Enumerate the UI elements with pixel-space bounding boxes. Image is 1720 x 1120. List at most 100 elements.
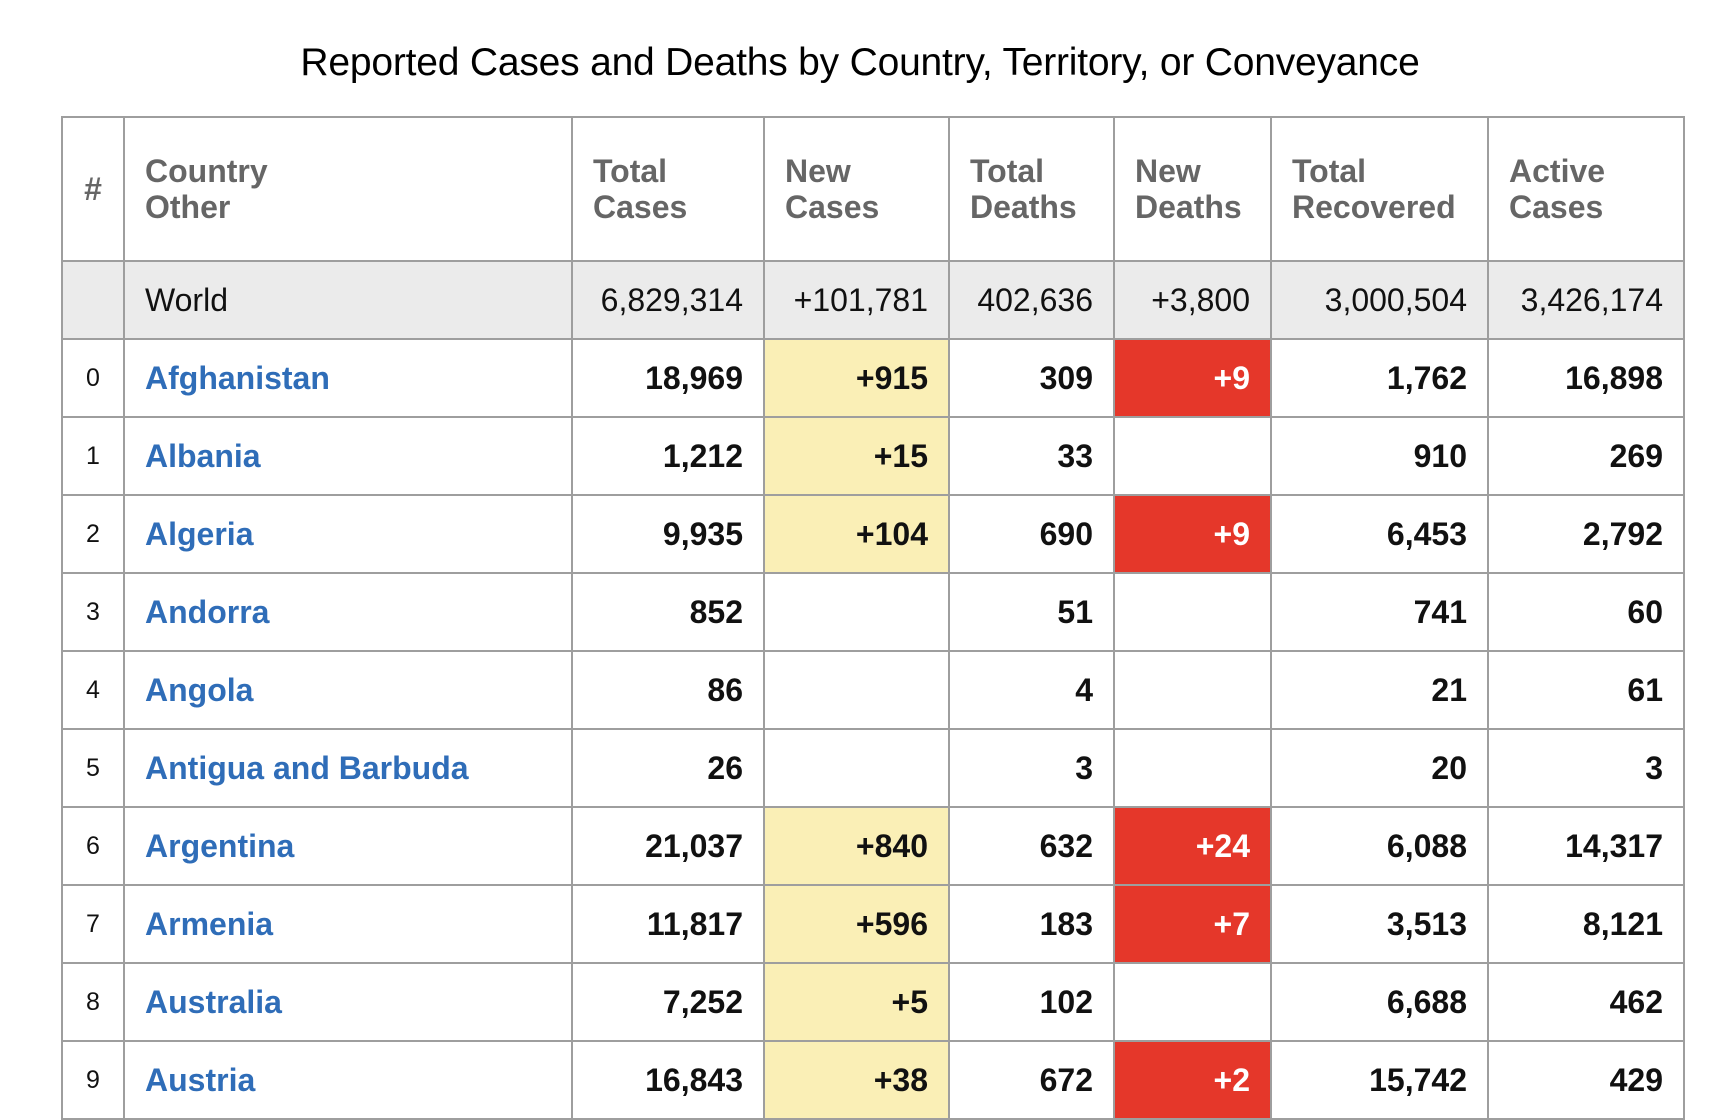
header-total-deaths[interactable]: Total Deaths — [948, 116, 1115, 262]
new-cases-cell: +840 — [763, 806, 950, 886]
table-row: 4 Angola 86 4 21 61 — [61, 650, 1685, 730]
table-row: 7 Armenia 11,817 +596 183 +7 3,513 8,121 — [61, 884, 1685, 964]
row-index: 6 — [61, 806, 125, 886]
new-cases-cell — [763, 572, 950, 652]
new-deaths-cell — [1113, 572, 1272, 652]
row-index: 9 — [61, 1040, 125, 1120]
total-cases-cell: 16,843 — [571, 1040, 765, 1120]
country-link[interactable]: Albania — [123, 416, 573, 496]
country-link[interactable]: Argentina — [123, 806, 573, 886]
header-new-deaths[interactable]: New Deaths — [1113, 116, 1272, 262]
total-deaths-cell: 102 — [948, 962, 1115, 1042]
total-recovered-cell: 6,688 — [1270, 962, 1489, 1042]
new-cases-cell: +104 — [763, 494, 950, 574]
country-link[interactable]: Andorra — [123, 572, 573, 652]
country-link[interactable]: Austria — [123, 1040, 573, 1120]
total-deaths-cell: 672 — [948, 1040, 1115, 1120]
world-new-deaths: +3,800 — [1113, 260, 1272, 340]
active-cases-cell: 429 — [1487, 1040, 1685, 1120]
new-deaths-cell: +9 — [1113, 338, 1272, 418]
active-cases-cell: 16,898 — [1487, 338, 1685, 418]
header-line: Country — [145, 153, 268, 189]
table-row: 2 Algeria 9,935 +104 690 +9 6,453 2,792 — [61, 494, 1685, 574]
row-index: 5 — [61, 728, 125, 808]
row-index: 4 — [61, 650, 125, 730]
cases-table: # Country Other Total Cases New Cases To… — [61, 116, 1685, 1120]
row-index: 0 — [61, 338, 125, 418]
total-deaths-cell: 33 — [948, 416, 1115, 496]
table-row: 9 Austria 16,843 +38 672 +2 15,742 429 — [61, 1040, 1685, 1120]
table-body: World 6,829,314 +101,781 402,636 +3,800 … — [61, 260, 1685, 1120]
new-cases-cell — [763, 650, 950, 730]
total-deaths-cell: 4 — [948, 650, 1115, 730]
header-line: Deaths — [970, 189, 1077, 225]
row-index: 2 — [61, 494, 125, 574]
total-recovered-cell: 21 — [1270, 650, 1489, 730]
country-link[interactable]: Armenia — [123, 884, 573, 964]
header-index[interactable]: # — [61, 116, 125, 262]
active-cases-cell: 60 — [1487, 572, 1685, 652]
header-line: Total — [1292, 153, 1367, 189]
total-recovered-cell: 910 — [1270, 416, 1489, 496]
active-cases-cell: 269 — [1487, 416, 1685, 496]
table-row: 1 Albania 1,212 +15 33 910 269 — [61, 416, 1685, 496]
new-deaths-cell — [1113, 416, 1272, 496]
header-total-recovered[interactable]: Total Recovered — [1270, 116, 1489, 262]
country-link[interactable]: Antigua and Barbuda — [123, 728, 573, 808]
total-cases-cell: 26 — [571, 728, 765, 808]
header-line: Deaths — [1135, 189, 1242, 225]
new-cases-cell: +915 — [763, 338, 950, 418]
active-cases-cell: 2,792 — [1487, 494, 1685, 574]
world-total-row: World 6,829,314 +101,781 402,636 +3,800 … — [61, 260, 1685, 340]
header-line: Total — [970, 153, 1045, 189]
new-deaths-cell: +7 — [1113, 884, 1272, 964]
header-active-cases[interactable]: Active Cases — [1487, 116, 1685, 262]
header-total-cases[interactable]: Total Cases — [571, 116, 765, 262]
new-cases-cell: +596 — [763, 884, 950, 964]
table-header: # Country Other Total Cases New Cases To… — [61, 116, 1685, 262]
country-link[interactable]: Afghanistan — [123, 338, 573, 418]
table-row: 6 Argentina 21,037 +840 632 +24 6,088 14,317 — [61, 806, 1685, 886]
total-cases-cell: 7,252 — [571, 962, 765, 1042]
country-link[interactable]: Algeria — [123, 494, 573, 574]
header-line: New — [785, 153, 851, 189]
header-line: Cases — [1509, 189, 1604, 225]
total-deaths-cell: 51 — [948, 572, 1115, 652]
total-cases-cell: 11,817 — [571, 884, 765, 964]
header-line: Active — [1509, 153, 1606, 189]
new-cases-cell: +38 — [763, 1040, 950, 1120]
page-title: Reported Cases and Deaths by Country, Te… — [300, 41, 1420, 84]
active-cases-cell: 462 — [1487, 962, 1685, 1042]
country-link[interactable]: Angola — [123, 650, 573, 730]
new-cases-cell: +5 — [763, 962, 950, 1042]
world-total-cases: 6,829,314 — [571, 260, 765, 340]
new-deaths-cell — [1113, 962, 1272, 1042]
total-deaths-cell: 309 — [948, 338, 1115, 418]
total-cases-cell: 21,037 — [571, 806, 765, 886]
table-row: 5 Antigua and Barbuda 26 3 20 3 — [61, 728, 1685, 808]
active-cases-cell: 8,121 — [1487, 884, 1685, 964]
header-line: Cases — [593, 189, 688, 225]
total-deaths-cell: 690 — [948, 494, 1115, 574]
total-recovered-cell: 15,742 — [1270, 1040, 1489, 1120]
total-deaths-cell: 632 — [948, 806, 1115, 886]
row-index: 1 — [61, 416, 125, 496]
header-new-cases[interactable]: New Cases — [763, 116, 950, 262]
total-deaths-cell: 3 — [948, 728, 1115, 808]
table-row: 3 Andorra 852 51 741 60 — [61, 572, 1685, 652]
country-link[interactable]: Australia — [123, 962, 573, 1042]
row-index: 3 — [61, 572, 125, 652]
new-cases-cell: +15 — [763, 416, 950, 496]
world-total-deaths: 402,636 — [948, 260, 1115, 340]
header-country-other[interactable]: Country Other — [123, 116, 573, 262]
total-cases-cell: 86 — [571, 650, 765, 730]
table-row: 0 Afghanistan 18,969 +915 309 +9 1,762 16,898 — [61, 338, 1685, 418]
header-line: Other — [145, 189, 231, 225]
total-recovered-cell: 6,453 — [1270, 494, 1489, 574]
world-name: World — [123, 260, 573, 340]
header-line: New — [1135, 153, 1201, 189]
total-cases-cell: 1,212 — [571, 416, 765, 496]
new-deaths-cell — [1113, 650, 1272, 730]
new-deaths-cell: +24 — [1113, 806, 1272, 886]
total-recovered-cell: 20 — [1270, 728, 1489, 808]
